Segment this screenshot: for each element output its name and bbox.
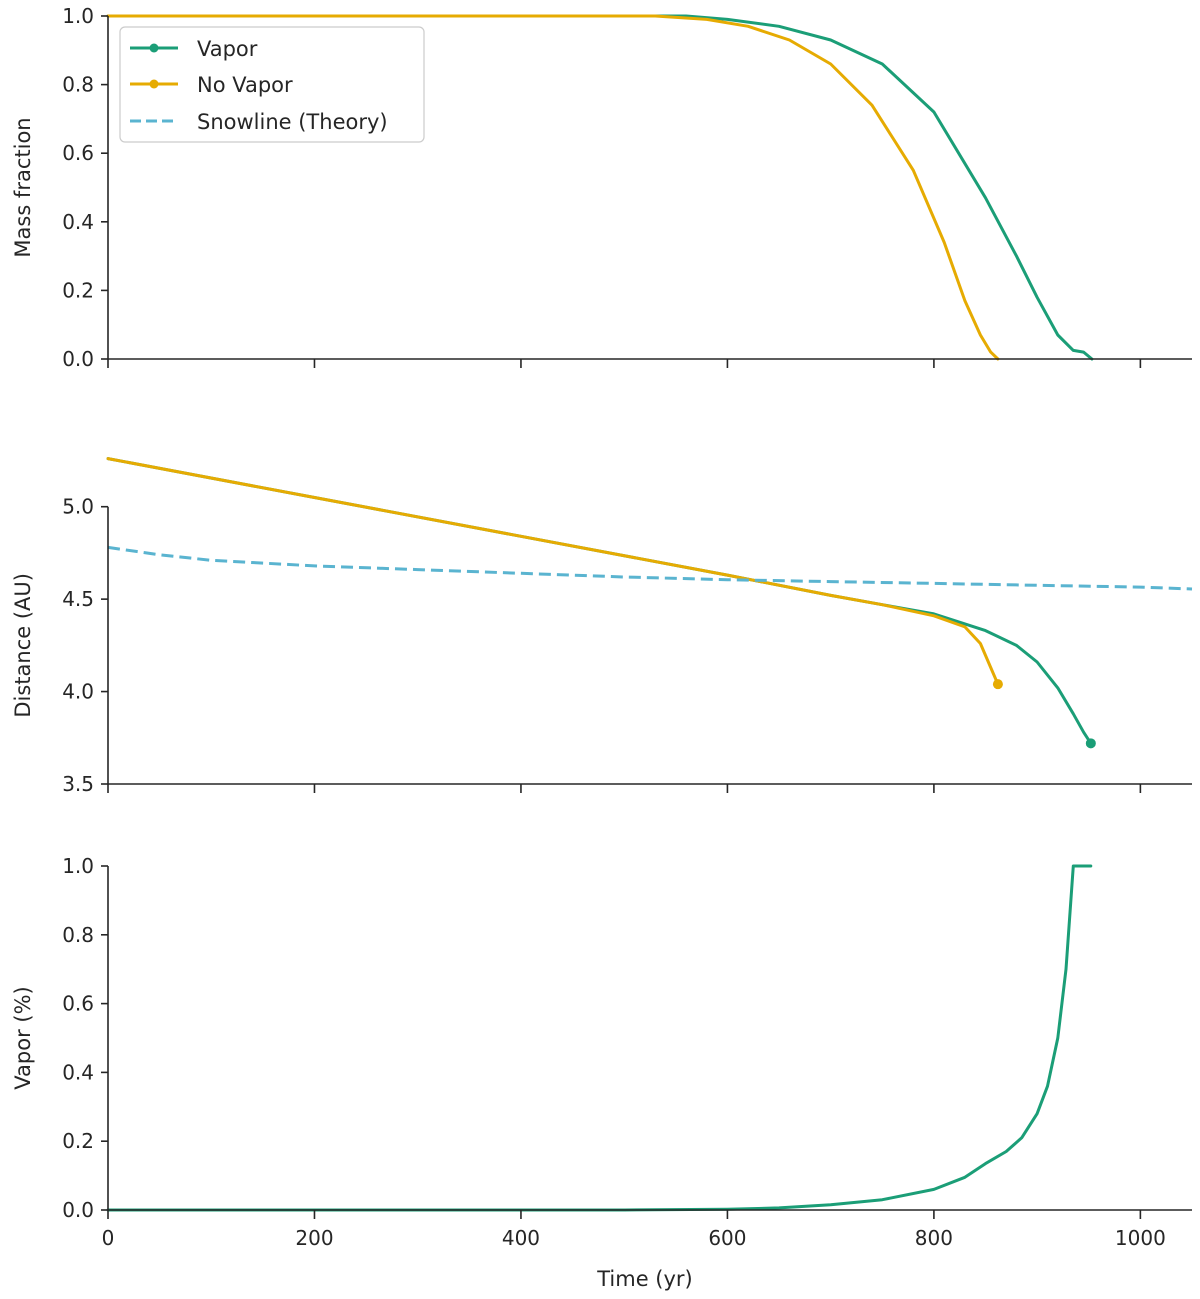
distance-panel: 3.5 4.0 4.5 5.0 Distance (AU) [11,457,1193,796]
series-line-vapor [106,14,1094,361]
x-tick-label: 600 [708,1226,746,1250]
series-line-snowline-theory [107,545,1193,591]
x-tick-label: 1000 [1115,1226,1166,1250]
y-tick-label: 1.0 [62,4,94,28]
y-axis-label: Distance (AU) [11,573,35,718]
y-tick-label: 0.8 [62,73,94,97]
series-line-no-vapor [106,14,1000,361]
y-tick-label: 3.5 [62,772,94,796]
x-axis-label: Time (yr) [596,1267,693,1291]
y-tick-label: 0.4 [62,1060,94,1084]
x-tick-label: 0 [102,1226,115,1250]
x-tick-label: 800 [915,1226,953,1250]
y-tick-label: 1.0 [62,854,94,878]
legend-vapor-marker [149,43,159,53]
y-tick-label: 0.0 [62,1198,94,1222]
legend-vapor-label: Vapor [197,37,258,61]
series-end-marker-no-vapor [992,679,1003,690]
x-tick-label: 400 [502,1226,540,1250]
legend-no-vapor-marker [149,79,159,89]
y-axis-label: Mass fraction [11,117,35,257]
y-tick-label: 0.2 [62,278,94,302]
series-line-vapor [106,457,1093,745]
series-line-vapor [106,864,1093,1212]
vapor-panel: 0.0 0.2 0.4 0.6 0.8 1.0 0 200 400 600 800 1000 Vapor… [11,854,1192,1291]
y-tick-label: 4.0 [62,680,94,704]
mass-fraction-panel: 0.0 0.2 0.4 0.6 0.8 1.0 Mass fraction [11,4,1192,371]
y-tick-label: 0.6 [62,992,94,1016]
y-tick-label: 0.6 [62,141,94,165]
y-tick-label: 0.2 [62,1129,94,1153]
y-tick-label: 0.8 [62,923,94,947]
y-tick-label: 4.5 [62,587,94,611]
y-tick-label: 0.0 [62,347,94,371]
y-tick-label: 5.0 [62,495,94,519]
y-tick-label: 0.4 [62,210,94,234]
legend-snowline-label: Snowline (Theory) [197,110,388,134]
legend-no-vapor-label: No Vapor [197,73,293,97]
series-end-marker-vapor [1085,738,1096,749]
legend: Vapor No Vapor Snowline (Theory) [119,26,425,143]
series-line-no-vapor [106,457,1000,686]
x-tick-label: 200 [295,1226,333,1250]
legend-box [119,26,425,143]
y-axis-label: Vapor (%) [11,986,35,1089]
